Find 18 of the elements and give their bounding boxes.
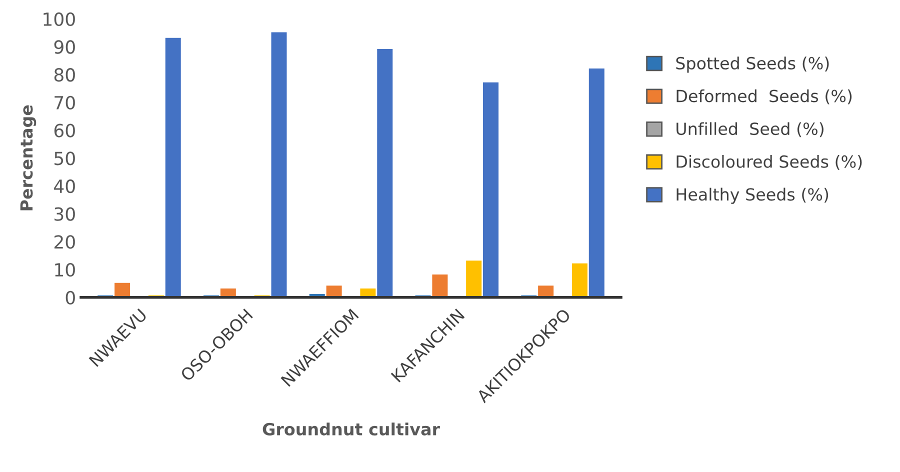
- x-axis-title: Groundnut cultivar: [262, 422, 440, 436]
- legend-label: Discoloured Seeds (%): [676, 155, 862, 170]
- y-tick-label: 0: [66, 290, 75, 304]
- y-tick-label: 100: [44, 12, 75, 26]
- legend-label: Healthy Seeds (%): [676, 188, 828, 204]
- y-tick-label: 40: [54, 179, 75, 194]
- legend-label: Spotted Seeds (%): [676, 56, 829, 73]
- legend-label: Deformed Seeds (%): [676, 89, 852, 104]
- y-tick-label: 20: [54, 235, 75, 249]
- y-tick-label: 10: [55, 262, 75, 277]
- legend-label: Unfilled Seed (%): [676, 122, 824, 138]
- y-tick-label: 70: [54, 96, 75, 110]
- y-axis-title: Percentage: [20, 105, 36, 210]
- y-tick-label: 60: [54, 124, 75, 138]
- y-tick-label: 90: [54, 40, 75, 54]
- y-tick-label: 50: [54, 152, 75, 166]
- y-tick-label: 30: [54, 207, 75, 221]
- y-tick-label: 80: [54, 68, 75, 82]
